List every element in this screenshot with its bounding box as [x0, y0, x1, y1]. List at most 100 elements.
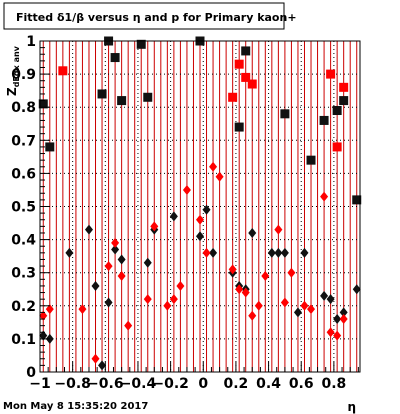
point-s1-5: [326, 69, 336, 79]
title-box: [3, 2, 285, 30]
point-s0-7: [143, 92, 153, 102]
point-s2-23: [300, 247, 309, 258]
point-s3-4: [104, 261, 113, 272]
x-tick-label-8: 0.6: [289, 376, 314, 392]
point-s0-9: [234, 122, 244, 132]
point-s1-3: [241, 72, 251, 82]
point-s2-28: [352, 284, 361, 295]
point-s3-30: [326, 327, 335, 338]
point-s2-14: [209, 247, 218, 258]
point-s3-17: [215, 171, 224, 182]
y-tick-label-1: 0.1: [11, 332, 36, 348]
point-s3-22: [254, 300, 263, 311]
point-s3-3: [91, 353, 100, 364]
point-s0-4: [110, 53, 120, 63]
point-s3-0: [39, 310, 48, 321]
y-tick-label-10: 1: [26, 34, 36, 50]
point-s3-10: [163, 300, 172, 311]
point-s1-6: [332, 142, 342, 152]
point-s2-27: [339, 307, 348, 318]
point-s3-8: [143, 294, 152, 305]
point-s1-4: [247, 79, 257, 89]
point-s2-11: [169, 211, 178, 222]
point-s3-25: [280, 297, 289, 308]
point-s0-13: [319, 115, 329, 125]
point-s3-19: [235, 284, 244, 295]
point-s0-0: [38, 99, 48, 109]
point-s2-9: [143, 257, 152, 268]
point-s3-16: [209, 161, 218, 172]
point-s2-12: [196, 231, 204, 242]
y-tick-label-4: 0.4: [11, 233, 36, 249]
point-s2-21: [280, 247, 289, 258]
point-s3-20: [241, 287, 250, 298]
x-axis-label: η: [347, 400, 356, 414]
y-axis: 0 0.1 0.2 0.3 0.4 0.5 0.6 0.7 0.8 0.9 1: [11, 34, 50, 381]
point-s2-13: [202, 204, 211, 215]
point-s3-28: [307, 304, 316, 315]
x-tick-label-1: −0.8: [54, 376, 91, 392]
point-s0-15: [339, 96, 349, 106]
point-s0-1: [45, 142, 55, 152]
point-s3-26: [287, 267, 296, 278]
point-s2-25: [326, 294, 335, 305]
x-tick-label-7: 0.4: [256, 376, 281, 392]
point-s2-2: [65, 247, 74, 258]
point-s0-6: [136, 39, 146, 49]
y-axis-label: ZdEdx anv: [5, 45, 21, 96]
x-tick-label-2: −0.6: [87, 376, 124, 392]
point-s3-6: [117, 271, 126, 282]
point-s2-26: [333, 314, 342, 325]
x-axis: −1 −0.8−0.6−0.4−0.2 0 0.2 0.4 0.6 0.8: [29, 362, 359, 392]
point-s3-15: [202, 247, 211, 258]
x-tick-label-3: −0.4: [120, 376, 157, 392]
y-tick-label-5: 0.5: [11, 200, 36, 216]
point-s3-18: [228, 264, 237, 275]
point-s2-24: [320, 290, 329, 301]
point-s3-5: [111, 237, 120, 248]
y-tick-label-6: 0.6: [11, 166, 36, 182]
point-s2-0: [39, 330, 48, 341]
point-s3-24: [274, 224, 283, 235]
point-s0-16: [352, 195, 362, 205]
point-s3-21: [248, 310, 257, 321]
x-tick-label-4: −0.2: [152, 376, 189, 392]
y-tick-label-2: 0.2: [11, 299, 36, 315]
point-s3-32: [339, 314, 348, 325]
point-s1-7: [339, 82, 349, 92]
point-s3-11: [169, 294, 178, 305]
point-s0-2: [97, 89, 107, 99]
point-s3-9: [150, 221, 159, 232]
point-s2-8: [117, 254, 126, 265]
point-s3-2: [78, 304, 87, 315]
point-s2-19: [267, 247, 276, 258]
point-s3-29: [320, 191, 329, 202]
point-s0-5: [117, 96, 127, 106]
point-s3-1: [45, 304, 54, 315]
point-s1-0: [58, 66, 68, 76]
point-s2-3: [84, 224, 93, 235]
y-tick-label-7: 0.7: [11, 133, 36, 149]
point-s2-22: [293, 307, 302, 318]
data-markers: [38, 36, 362, 371]
point-s0-11: [280, 109, 290, 119]
point-s1-1: [228, 92, 238, 102]
point-s3-23: [261, 271, 270, 282]
y-tick-label-9: 0.9: [11, 67, 36, 83]
y-tick-label-8: 0.8: [11, 100, 36, 116]
datestamp: Mon May 8 15:35:20 2017: [3, 401, 148, 412]
point-s0-14: [332, 106, 342, 116]
x-tick-label-0: −1: [29, 376, 50, 392]
y-tick-label-3: 0.3: [11, 266, 36, 282]
point-s0-12: [306, 155, 316, 165]
point-s3-12: [176, 280, 185, 291]
point-s1-2: [234, 59, 244, 69]
point-s2-6: [104, 297, 113, 308]
x-tick-label-5: 0: [198, 376, 208, 392]
point-s3-27: [300, 300, 309, 311]
y-tick-label-0: 0: [26, 365, 36, 381]
point-s2-20: [274, 247, 283, 258]
point-s3-14: [196, 214, 204, 225]
point-s2-7: [111, 244, 120, 255]
